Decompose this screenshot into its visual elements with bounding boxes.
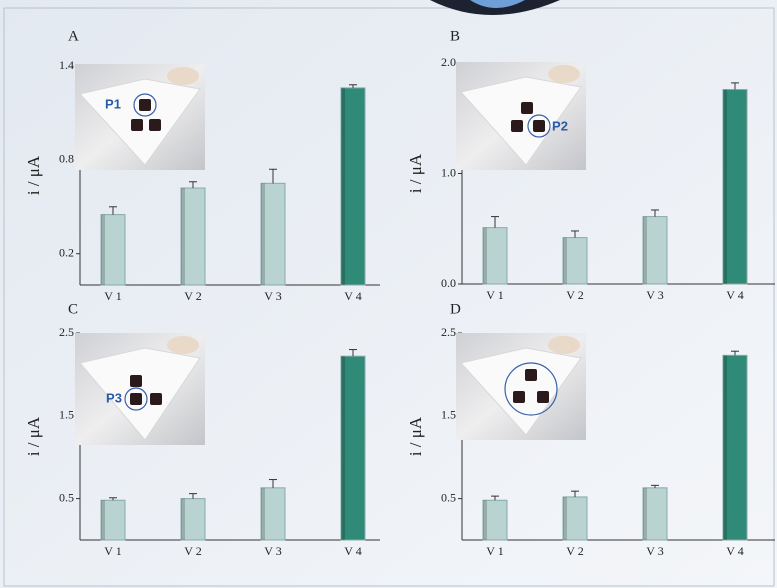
photo-detail [548, 336, 580, 354]
photo-electrode [513, 391, 525, 403]
bar [340, 87, 366, 286]
bar [180, 187, 206, 286]
y-axis-label: i / μA [24, 155, 43, 195]
x-tick-label: V 1 [486, 544, 503, 558]
x-tick-label: V 1 [486, 288, 503, 302]
bar-side [643, 216, 647, 284]
photo-electrode [511, 120, 523, 132]
x-tick-label: V 4 [726, 288, 743, 302]
bar-side [341, 356, 345, 540]
bar-side [181, 498, 185, 540]
bar-side [483, 227, 487, 284]
y-tick-label: 1.5 [441, 408, 456, 422]
x-tick-label: V 4 [726, 544, 743, 558]
x-tick-label: V 2 [184, 544, 201, 558]
inset-label: P2 [552, 118, 568, 133]
y-axis-label: i / μA [24, 416, 43, 456]
x-tick-label: V 1 [104, 544, 121, 558]
y-tick-label: 0.2 [59, 245, 74, 259]
photo-marker [124, 387, 148, 411]
top-decoration [470, 0, 525, 8]
photo-electrode [521, 102, 533, 114]
bar-side [101, 214, 105, 285]
x-tick-label: V 4 [344, 544, 361, 558]
photo-detail [167, 67, 199, 85]
y-tick-label: 2.0 [441, 55, 456, 69]
x-tick-label: V 3 [646, 544, 663, 558]
photo-marker [133, 93, 157, 117]
x-tick-label: V 3 [646, 288, 663, 302]
y-tick-label: 1.5 [59, 408, 74, 422]
x-tick-label: V 4 [344, 289, 361, 303]
bar-side [261, 487, 265, 540]
y-tick-label: 0.8 [59, 152, 74, 166]
photo-electrode [139, 99, 151, 111]
bar-side [341, 87, 345, 286]
bar-side [261, 183, 265, 285]
bar-side [643, 487, 647, 540]
photo-electrode [149, 119, 161, 131]
y-tick-label: 0.5 [59, 490, 74, 504]
panel-title: C [68, 301, 78, 317]
photo-electrode [130, 393, 142, 405]
y-axis-label: i / μA [406, 153, 425, 193]
y-tick-label: 0.0 [441, 276, 456, 290]
x-tick-label: V 1 [104, 289, 121, 303]
photo-detail [167, 336, 199, 354]
bar [482, 227, 508, 285]
panel-title: D [450, 301, 461, 317]
x-tick-label: V 2 [184, 289, 201, 303]
bar-side [563, 237, 567, 284]
panel-title: A [68, 28, 79, 44]
inset-label: P3 [106, 390, 122, 405]
inset-label: P1 [105, 96, 121, 111]
bar [642, 216, 668, 285]
bar-side [181, 188, 185, 285]
photo-marker [527, 114, 551, 138]
photo-detail [548, 65, 580, 83]
bar-side [483, 500, 487, 540]
bar-side [101, 500, 105, 540]
bar [642, 487, 668, 541]
x-tick-label: V 2 [566, 288, 583, 302]
y-tick-label: 1.4 [59, 58, 74, 72]
panel-title: B [450, 28, 460, 44]
photo-electrode [130, 375, 142, 387]
bar-side [723, 355, 727, 540]
photo-electrode [533, 120, 545, 132]
bar [180, 498, 206, 541]
photo-electrode [150, 393, 162, 405]
x-tick-label: V 2 [566, 544, 583, 558]
photo-electrode [131, 119, 143, 131]
y-tick-label: 2.5 [59, 325, 74, 339]
photo-electrode [537, 391, 549, 403]
y-tick-label: 1.0 [441, 165, 456, 179]
photo-marker [504, 362, 558, 416]
bar [562, 237, 588, 285]
bar-side [723, 89, 727, 285]
bar [100, 214, 126, 286]
y-tick-label: 2.5 [441, 325, 456, 339]
bar-side [563, 496, 567, 540]
x-tick-label: V 3 [264, 289, 281, 303]
photo-electrode [525, 369, 537, 381]
y-axis-label: i / μA [406, 416, 425, 456]
bar [722, 89, 748, 285]
bar [482, 499, 508, 541]
frame [3, 7, 775, 587]
bar [722, 354, 748, 541]
y-tick-label: 0.5 [441, 490, 456, 504]
x-tick-label: V 3 [264, 544, 281, 558]
